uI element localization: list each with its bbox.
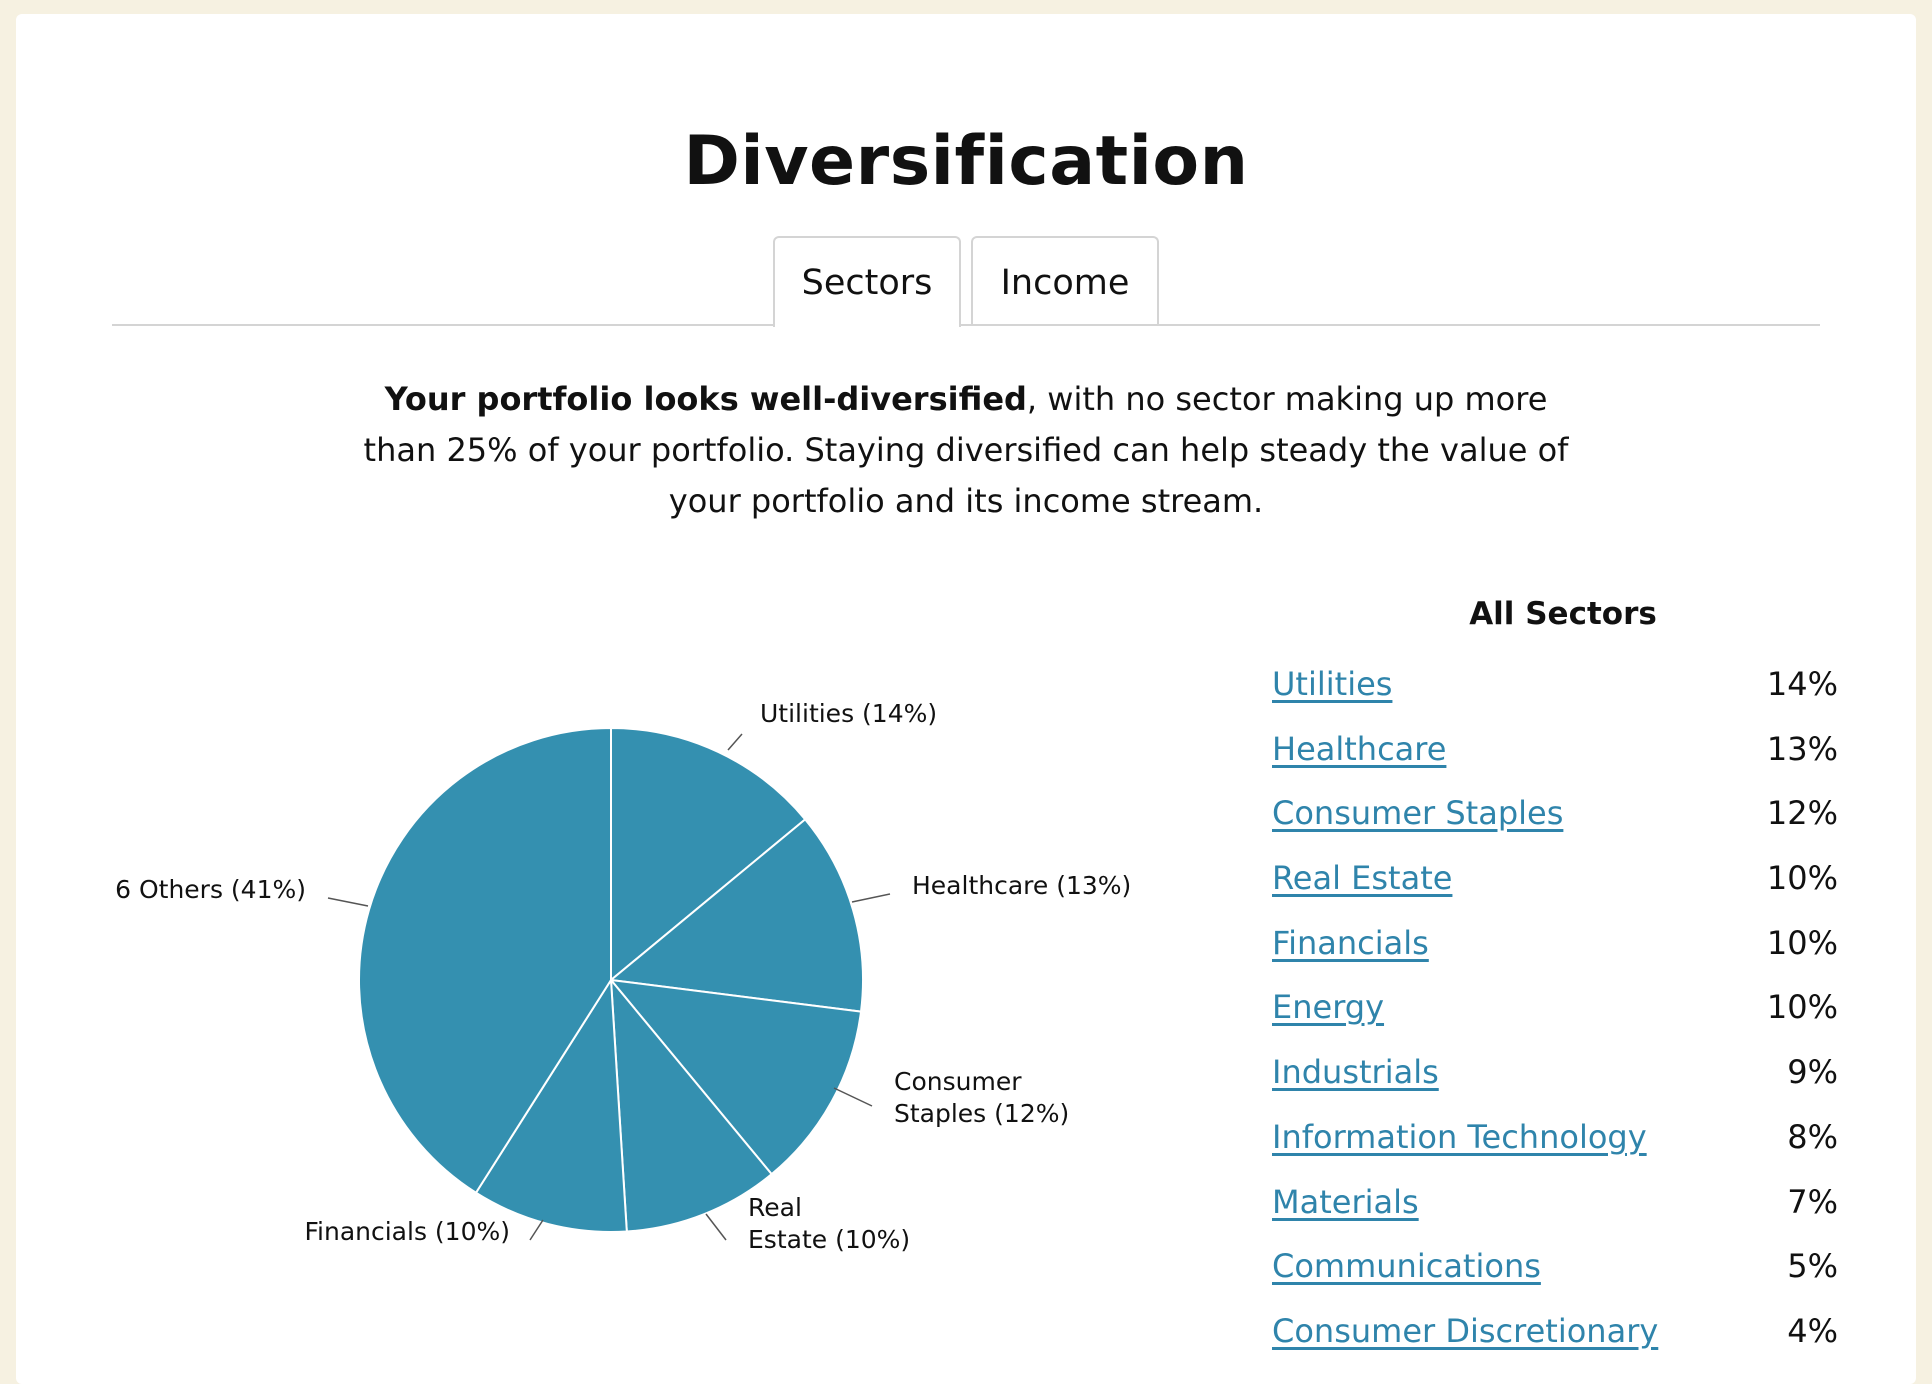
tab-income[interactable]: Income — [971, 236, 1159, 324]
sector-row: Information Technology 8% — [1272, 1105, 1838, 1170]
sector-percent: 10% — [1766, 988, 1838, 1027]
all-sectors-list: Utilities 14% Healthcare 13% Consumer Staple… — [1272, 652, 1838, 1364]
pie-slice — [608, 978, 863, 1176]
sector-percent: 10% — [1766, 923, 1838, 962]
pie-slice-label: Healthcare (13%) — [912, 871, 1131, 900]
sector-link[interactable]: Healthcare — [1272, 729, 1447, 768]
sector-row: Energy 10% — [1272, 975, 1838, 1040]
sector-row: Healthcare 13% — [1272, 717, 1838, 782]
sector-percent: 12% — [1766, 794, 1838, 833]
sector-link[interactable]: Consumer Discretionary — [1272, 1311, 1659, 1350]
sector-row: Financials 10% — [1272, 911, 1838, 976]
sector-link[interactable]: Materials — [1272, 1182, 1419, 1221]
sector-percent: 14% — [1766, 665, 1838, 703]
pie-leader-line — [327, 897, 369, 907]
sector-link[interactable]: Information Technology — [1272, 1117, 1647, 1156]
sector-row: Utilities 14% — [1272, 652, 1838, 717]
pie-leader-line — [727, 733, 743, 751]
sector-row: Consumer Staples 12% — [1272, 781, 1838, 846]
sector-link[interactable]: Real Estate — [1272, 859, 1453, 898]
pie-slice — [610, 726, 807, 983]
pie-leader-line — [851, 893, 891, 903]
sector-percent: 10% — [1766, 859, 1838, 898]
pie-slice-label: Utilities (14%) — [760, 699, 937, 728]
sector-row: Materials 7% — [1272, 1170, 1838, 1235]
pie-slice — [474, 976, 628, 1233]
sector-row: Industrials 9% — [1272, 1040, 1838, 1105]
pie-slice-label: Consumer Staples (12%) — [894, 1067, 1069, 1128]
page-title: Diversification — [683, 122, 1249, 201]
sector-percent: 5% — [1787, 1247, 1838, 1286]
sector-row: Consumer Discretionary 4% — [1272, 1299, 1838, 1364]
sector-percent: 13% — [1766, 729, 1838, 768]
pie-slice-label: Real Estate (10%) — [748, 1193, 910, 1254]
sector-link[interactable]: Energy — [1272, 988, 1385, 1027]
all-sectors-heading: All Sectors — [1469, 596, 1657, 632]
sector-row: Real Estate 10% — [1272, 846, 1838, 911]
pie-slice — [608, 817, 864, 1013]
sector-link[interactable]: Utilities — [1272, 665, 1393, 703]
sector-percent: 7% — [1787, 1182, 1838, 1221]
pie-leader-line — [705, 1213, 727, 1241]
diversification-summary: Your portfolio looks well-diversified, w… — [346, 374, 1586, 527]
tab-sectors[interactable]: Sectors — [773, 236, 961, 327]
pie-slice-label: 6 Others (41%) — [115, 875, 306, 904]
pie-slice — [358, 726, 612, 1195]
sector-pie-chart: Utilities (14%) Healthcare (13%) Consumer S… — [115, 699, 1131, 1254]
summary-highlight: Your portfolio looks well-diversified — [384, 380, 1027, 418]
pie-slice-label: Financials (10%) — [304, 1217, 510, 1246]
sector-percent: 4% — [1787, 1311, 1838, 1350]
diversification-card: Diversification Sectors Income Your port… — [16, 14, 1916, 1384]
sector-link[interactable]: Communications — [1272, 1247, 1541, 1286]
sector-percent: 9% — [1787, 1053, 1838, 1092]
pie-leader-line — [833, 1087, 873, 1107]
sector-percent: 8% — [1787, 1117, 1838, 1156]
tab-divider — [112, 324, 1820, 326]
pie-slice — [609, 976, 774, 1233]
sector-row: Communications 5% — [1272, 1234, 1838, 1299]
sector-link[interactable]: Financials — [1272, 923, 1429, 962]
pie-leader-line — [529, 1219, 544, 1241]
summary-text: , with no sector making up more than 25%… — [363, 380, 1569, 520]
sector-link[interactable]: Industrials — [1272, 1053, 1439, 1092]
sector-link[interactable]: Consumer Staples — [1272, 794, 1564, 833]
